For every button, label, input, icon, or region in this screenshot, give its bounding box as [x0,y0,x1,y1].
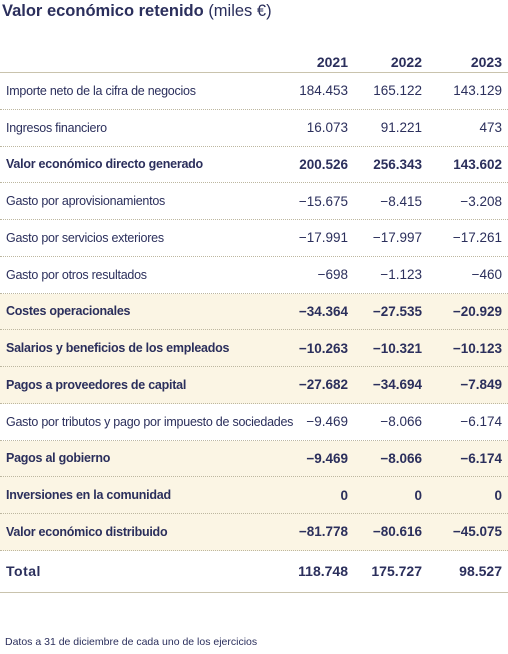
row-value-2022: −27.535 [372,303,422,319]
row-value-2021: −17.991 [298,230,348,246]
table-header-row: 2021 2022 2023 [0,48,508,73]
row-value-2023: 473 [479,120,502,136]
table-row: Pagos a proveedores de capital −27.682 −34… [0,367,508,404]
table-row: Gasto por aprovisionamientos −15.675 −8.41… [0,183,508,220]
row-value-2023: 143.129 [453,83,502,99]
row-value-2023: 143.602 [453,156,502,172]
table-row: Salarios y beneficios de los empleados −1… [0,330,508,367]
row-value-2023: −6.174 [460,414,502,430]
row-label: Gasto por otros resultados [6,267,147,282]
row-value-2022: −17.997 [372,230,422,246]
row-label: Valor económico distribuido [6,524,168,539]
row-label: Importe neto de la cifra de negocios [6,83,196,98]
row-value-2021: −34.364 [298,303,348,319]
row-value-2022: 165.122 [373,83,422,99]
table-row: Valor económico distribuido −81.778 −80.61… [0,514,508,551]
table-row: Inversiones en la comunidad 0 0 0 [0,477,508,514]
row-value-2023: 0 [494,487,502,503]
row-value-2023: −45.075 [452,524,502,540]
total-value-2021: 118.748 [298,563,348,580]
table-title-main: Valor económico retenido [2,2,204,20]
row-label: Valor económico directo generado [6,157,203,172]
row-value-2023: −7.849 [460,377,502,393]
row-value-2023: −3.208 [460,193,502,209]
row-value-2021: −9.469 [306,450,348,466]
row-value-2022: −8.066 [380,450,422,466]
row-value-2022: −80.616 [372,524,422,540]
total-row: Total 118.748 175.727 98.527 [0,551,508,593]
row-value-2023: −17.261 [452,230,502,246]
column-header-2023: 2023 [470,54,502,70]
table-row: Pagos al gobierno −9.469 −8.066 −6.174 [0,440,508,478]
row-value-2023: −10.123 [452,340,502,356]
row-label: Pagos al gobierno [6,451,111,466]
row-value-2021: −27.682 [298,377,348,393]
table-row: Valor económico directo generado 200.526 2… [0,147,508,184]
total-label: Total [6,563,41,580]
footnote: Datos a 31 de diciembre de cada uno de l… [5,636,258,648]
row-value-2021: 16.073 [306,120,348,136]
column-header-2021: 2021 [316,54,348,70]
table-row: Costes operacionales −34.364 −27.535 −20.92… [0,293,508,331]
table-row: Gasto por otros resultados −698 −1.123 −460 [0,257,508,294]
row-value-2021: −10.263 [298,340,348,356]
row-value-2021: 184.453 [299,83,348,99]
total-value-2022: 175.727 [371,563,422,580]
row-value-2022: −10.321 [372,340,422,356]
row-label: Pagos a proveedores de capital [6,377,187,392]
total-value-2023: 98.527 [459,563,502,580]
table-row: Ingresos financiero 16.073 91.221 473 [0,110,508,147]
row-value-2021: 200.526 [299,156,348,172]
row-label: Costes operacionales [6,304,131,319]
row-value-2023: −6.174 [460,450,502,466]
row-value-2022: −8.415 [380,193,422,209]
row-label: Inversiones en la comunidad [6,488,171,503]
row-label: Gasto por aprovisionamientos [6,194,166,209]
row-value-2022: 0 [414,487,422,503]
column-header-2022: 2022 [390,54,422,70]
row-value-2022: −8.066 [380,414,422,430]
table-title: Valor económico retenido (miles €) [2,2,272,21]
row-value-2021: −9.469 [306,414,348,430]
table-row: Gasto por servicios exteriores −17.991 −17… [0,220,508,257]
table-row: Gasto por tributos y pago por impuesto d… [0,404,508,441]
row-label: Gasto por tributos y pago por impuesto d… [6,414,294,429]
row-label: Salarios y beneficios de los empleados [6,341,230,356]
row-value-2022: 91.221 [380,120,422,136]
row-value-2022: −34.694 [372,377,422,393]
row-value-2022: 256.343 [373,156,422,172]
row-value-2023: −460 [471,267,502,283]
row-label: Gasto por servicios exteriores [6,230,164,245]
row-value-2021: −698 [317,267,348,283]
row-value-2022: −1.123 [380,267,422,283]
row-value-2021: −15.675 [298,193,348,209]
table-title-unit: (miles €) [208,2,272,20]
row-value-2021: 0 [340,487,348,503]
economic-value-table: 2021 2022 2023 Importe neto de la cifra … [0,48,508,593]
row-value-2021: −81.778 [298,524,348,540]
row-label: Ingresos financiero [6,120,107,135]
table-body: Importe neto de la cifra de negocios 184.… [0,73,508,551]
row-value-2023: −20.929 [452,303,502,319]
table-row: Importe neto de la cifra de negocios 184.… [0,73,508,110]
